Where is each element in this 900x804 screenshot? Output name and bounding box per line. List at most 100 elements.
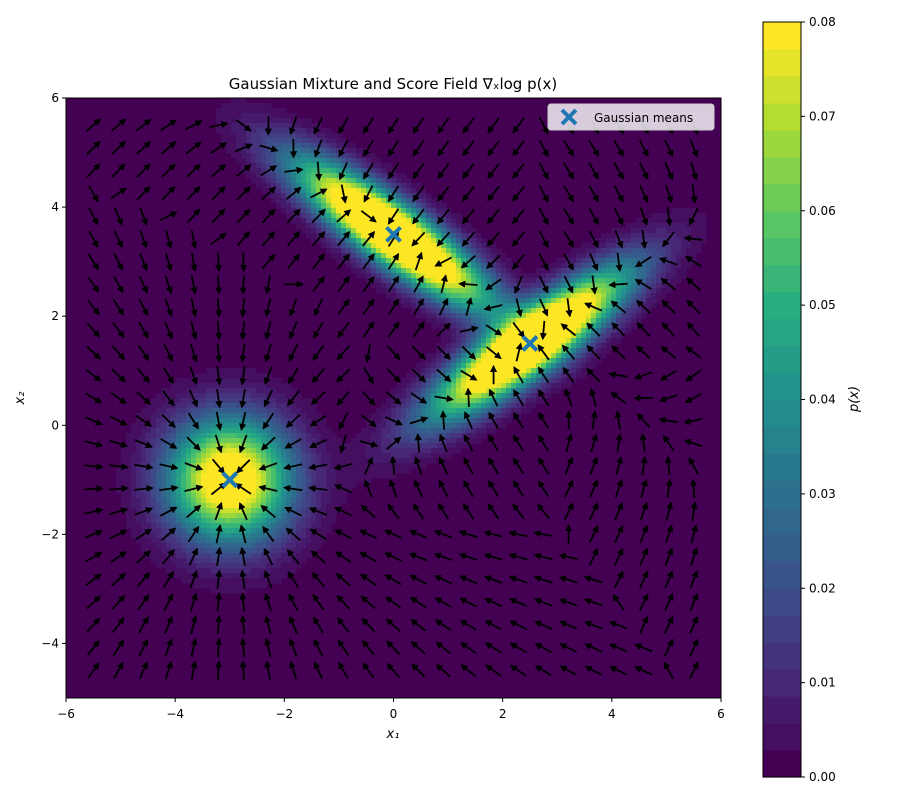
density-cell [386, 468, 392, 474]
density-cell [356, 153, 362, 159]
density-cell [181, 443, 187, 449]
density-cell [486, 378, 492, 384]
density-cell [256, 478, 262, 484]
density-cell [281, 393, 287, 399]
density-cell [466, 368, 472, 374]
density-cell [441, 358, 447, 364]
density-cell [636, 218, 642, 224]
density-cell [261, 393, 267, 399]
density-cell [386, 423, 392, 429]
density-cell [516, 338, 522, 344]
density-cell [406, 303, 412, 309]
density-cell [686, 213, 692, 219]
density-cell [421, 368, 427, 374]
density-cell [336, 438, 342, 444]
density-cell [301, 548, 307, 554]
density-cell [381, 238, 387, 244]
density-cell [676, 248, 682, 254]
density-cell [151, 408, 157, 414]
density-cell [326, 138, 332, 144]
density-cell [491, 408, 497, 414]
density-cell [626, 313, 632, 319]
density-cell [511, 278, 517, 284]
density-cell [376, 183, 382, 189]
density-cell [396, 268, 402, 274]
density-cell [286, 118, 292, 124]
density-cell [266, 448, 272, 454]
density-cell [596, 298, 602, 304]
density-cell [411, 448, 417, 454]
density-cell [566, 343, 572, 349]
density-cell [376, 288, 382, 294]
density-cell [226, 143, 232, 149]
density-cell [396, 428, 402, 434]
density-cell [346, 238, 352, 244]
density-cell [131, 433, 137, 439]
density-cell [506, 263, 512, 269]
density-cell [356, 208, 362, 214]
density-cell [481, 398, 487, 404]
density-cell [501, 333, 507, 339]
density-cell [186, 568, 192, 574]
density-cell [201, 393, 207, 399]
density-cell [581, 263, 587, 269]
density-cell [146, 513, 152, 519]
density-cell [211, 428, 217, 434]
density-cell [481, 343, 487, 349]
density-cell [581, 338, 587, 344]
density-cell [331, 158, 337, 164]
density-cell [316, 183, 322, 189]
density-cell [481, 408, 487, 414]
density-cell [456, 428, 462, 434]
density-cell [261, 153, 267, 159]
density-cell [381, 438, 387, 444]
density-cell [471, 268, 477, 274]
density-cell [611, 313, 617, 319]
density-cell [286, 513, 292, 519]
density-cell [451, 268, 457, 274]
density-cell [501, 323, 507, 329]
density-cell [416, 228, 422, 234]
density-cell [201, 423, 207, 429]
density-cell [451, 448, 457, 454]
density-cell [221, 578, 227, 584]
density-cell [146, 518, 152, 524]
density-cell [446, 213, 452, 219]
density-cell [641, 293, 647, 299]
density-cell [496, 348, 502, 354]
density-cell [186, 523, 192, 529]
density-cell [341, 178, 347, 184]
density-cell [251, 558, 257, 564]
density-cell [421, 308, 427, 314]
density-cell [241, 98, 247, 104]
density-cell [621, 238, 627, 244]
density-cell [281, 433, 287, 439]
density-cell [186, 503, 192, 509]
density-cell [661, 248, 667, 254]
density-cell [411, 228, 417, 234]
density-cell [301, 448, 307, 454]
density-cell [441, 203, 447, 209]
density-cell [271, 398, 277, 404]
density-cell [251, 473, 257, 479]
density-cell [651, 298, 657, 304]
density-cell [431, 203, 437, 209]
density-cell [201, 488, 207, 494]
density-cell [171, 413, 177, 419]
density-cell [501, 273, 507, 279]
density-cell [541, 363, 547, 369]
density-cell [171, 418, 177, 424]
density-cell [341, 468, 347, 474]
density-cell [206, 583, 212, 589]
density-cell [696, 243, 702, 249]
density-cell [271, 138, 277, 144]
density-cell [446, 318, 452, 324]
density-cell [251, 498, 257, 504]
density-cell [406, 453, 412, 459]
density-cell [456, 433, 462, 439]
density-cell [386, 188, 392, 194]
density-cell [276, 173, 282, 179]
density-cell [126, 478, 132, 484]
density-cell [621, 303, 627, 309]
density-cell [676, 268, 682, 274]
